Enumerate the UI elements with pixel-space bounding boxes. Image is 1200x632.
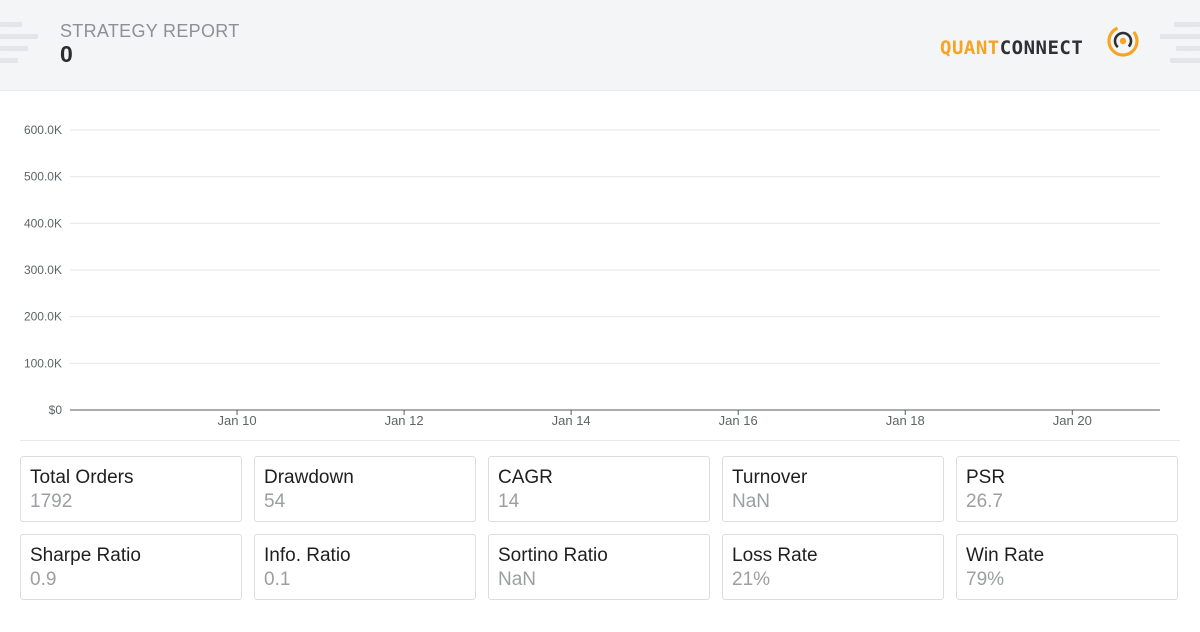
equity-chart: $0 100.0K 200.0K 300.0K 400.0K 500.0K 600.0K Ja… [0,100,1200,440]
stat-value: 0.1 [264,569,291,590]
stat-card-loss-rate: Loss Rate 21% [722,534,944,600]
stat-value: 79% [966,569,1005,590]
y-tick-label: $0 [49,403,63,417]
header-decoration-right [1150,22,1200,72]
y-tick-label: 600.0K [24,123,62,137]
stat-card-win-rate: Win Rate 79% [956,534,1178,600]
stat-label: Drawdown [264,467,354,488]
stat-card-sharpe-ratio: Sharpe Ratio 0.9 [20,534,242,600]
stat-label: Sharpe Ratio [30,545,141,566]
stat-card-drawdown: Drawdown 54 [254,456,476,522]
y-tick-label: 200.0K [24,310,62,324]
stat-card-info-ratio: Info. Ratio 0.1 [254,534,476,600]
stat-label: Loss Rate [732,545,818,566]
x-tick-label: Jan 12 [385,413,424,428]
y-tick-label: 300.0K [24,263,62,277]
report-header: STRATEGY REPORT 0 QUANTCONNECT [0,0,1200,91]
y-tick-label: 500.0K [24,170,62,184]
x-tick-label: Jan 10 [218,413,257,428]
section-divider [20,440,1180,441]
stat-value: 21% [732,569,771,590]
report-value: 0 [60,41,73,67]
x-tick-label: Jan 18 [886,413,925,428]
quantconnect-logo-icon [1107,25,1139,57]
stat-label: Info. Ratio [264,545,351,566]
x-tick-label: Jan 14 [552,413,591,428]
stat-card-cagr: CAGR 14 [488,456,710,522]
stat-card-sortino-ratio: Sortino Ratio NaN [488,534,710,600]
stat-value: 26.7 [966,491,1003,512]
stat-value: 0.9 [30,569,57,590]
stat-label: CAGR [498,467,553,488]
logo-wordmark-connect: CONNECT [999,37,1084,59]
x-tick-label: Jan 20 [1053,413,1092,428]
stat-label: Turnover [732,467,808,488]
logo-wordmark: QUANTCONNECT [940,37,1083,59]
report-label: STRATEGY REPORT [60,21,240,41]
stat-label: Total Orders [30,467,134,488]
stat-label: PSR [966,467,1006,488]
stat-card-psr: PSR 26.7 [956,456,1178,522]
equity-chart-svg: $0 100.0K 200.0K 300.0K 400.0K 500.0K 600.0K Ja… [24,123,1160,428]
x-tick-label: Jan 16 [719,413,758,428]
stat-value: NaN [498,569,537,590]
y-tick-label: 400.0K [24,216,62,230]
stat-label: Sortino Ratio [498,545,608,566]
stat-label: Win Rate [966,545,1045,566]
stat-value: NaN [732,491,771,512]
stat-value: 54 [264,491,286,512]
stat-card-turnover: Turnover NaN [722,456,944,522]
header-decoration-left [0,22,50,72]
stat-value: 14 [498,491,520,512]
stat-card-total-orders: Total Orders 1792 [20,456,242,522]
logo-wordmark-quant: QUANT [940,37,1000,59]
y-tick-label: 100.0K [24,356,62,370]
stat-value: 1792 [30,491,73,512]
